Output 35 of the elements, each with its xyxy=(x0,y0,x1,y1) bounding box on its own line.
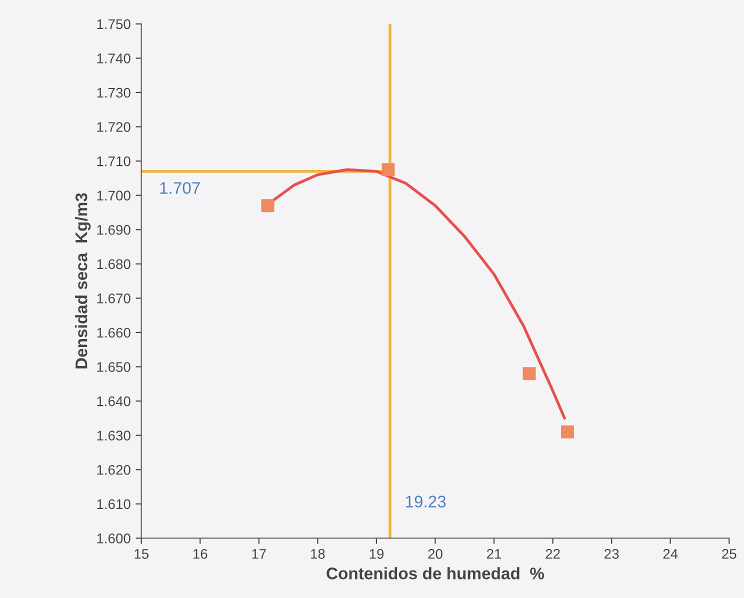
ref-line-label: 1.707 xyxy=(160,182,200,194)
y-tick-label: 1.710 xyxy=(97,156,130,166)
x-tick-label: 21 xyxy=(486,548,502,559)
y-axis-title: Densidad seca Kg/m3 xyxy=(75,193,91,368)
y-tick-label: 1.660 xyxy=(97,328,130,338)
y-tick-label: 1.750 xyxy=(97,19,130,30)
x-tick-label: 15 xyxy=(134,549,149,559)
x-axis-title: Contenidos de humedad % xyxy=(326,567,544,580)
x-tick-label: 25 xyxy=(722,548,736,559)
x-tick-label: 19 xyxy=(370,548,384,559)
point xyxy=(261,199,274,212)
ref-line-label: 19.23 xyxy=(406,496,446,508)
y-tick-label: 1.620 xyxy=(97,464,130,475)
x-tick-label: 20 xyxy=(428,548,442,559)
x-tick-label: 24 xyxy=(663,548,678,559)
y-tick-label: 1.700 xyxy=(97,190,130,201)
y-tick-label: 1.650 xyxy=(97,362,130,372)
y-tick-label: 1.600 xyxy=(97,534,130,544)
point xyxy=(560,425,574,438)
x-tick-label: 22 xyxy=(546,548,560,559)
x-tick-label: 17 xyxy=(252,549,266,559)
y-tick-label: 1.690 xyxy=(97,224,130,235)
y-tick-label: 1.640 xyxy=(97,396,130,406)
y-tick-label: 1.740 xyxy=(97,54,130,64)
point xyxy=(382,163,395,176)
y-tick-label: 1.630 xyxy=(97,430,130,441)
y-tick-label: 1.610 xyxy=(97,499,130,510)
y-tick-label: 1.730 xyxy=(97,88,130,98)
x-tick-label: 23 xyxy=(604,548,619,559)
y-tick-label: 1.720 xyxy=(97,122,130,132)
point xyxy=(522,367,536,380)
y-tick-label: 1.670 xyxy=(97,294,130,304)
y-tick-label: 1.680 xyxy=(97,259,130,270)
x-tick-label: 18 xyxy=(311,548,325,559)
x-tick-label: 16 xyxy=(193,548,208,559)
